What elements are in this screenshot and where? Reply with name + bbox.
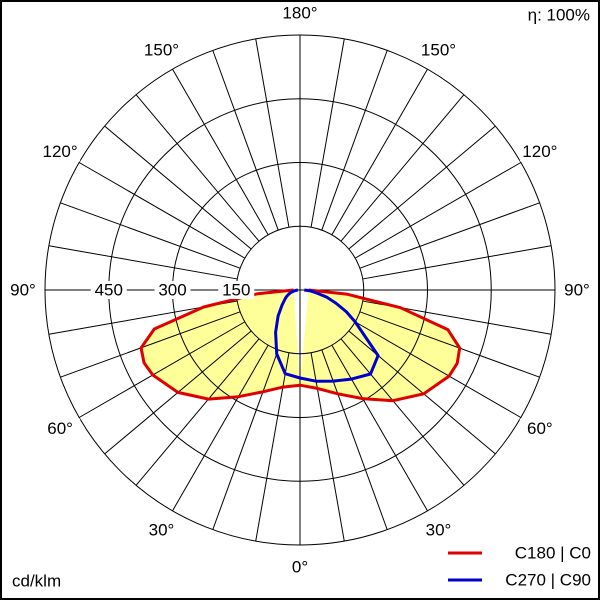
label-bg: [519, 418, 560, 439]
grid-spoke: [362, 245, 552, 280]
angle-tick-label: 90°: [564, 280, 590, 299]
label-bg: [280, 557, 320, 577]
curve: [139, 288, 301, 401]
curve: [274, 288, 301, 380]
grid-spoke: [78, 321, 246, 418]
grid-spoke: [340, 338, 465, 486]
legend-label: C270 | C90: [505, 570, 591, 589]
grid-spoke: [310, 38, 345, 228]
label-bg: [3, 280, 43, 300]
grid-spoke: [348, 330, 496, 455]
label-bg: [154, 281, 191, 299]
plot: 150 300 450 0° 30° 30° 60° 60° 90° 90° 120° 120° 150…: [3, 3, 597, 577]
grid-spoke: [104, 125, 252, 250]
legend-label: C180 | C0: [515, 543, 591, 562]
label-bg: [557, 280, 597, 300]
angle-tick-label: 90°: [10, 280, 36, 299]
label-bg: [40, 141, 81, 162]
angle-tick-label: 30°: [426, 520, 452, 539]
label-bg: [280, 3, 320, 23]
grid-spoke: [340, 94, 465, 242]
unit-label: cd/klm: [12, 571, 61, 590]
r-tick-label: 450: [95, 280, 123, 299]
label-bg: [218, 281, 255, 299]
label-bg: [141, 40, 182, 61]
angle-tick-label: 60°: [527, 419, 553, 438]
grid-spoke: [135, 338, 260, 486]
r-tick-label: 300: [158, 280, 186, 299]
label-bg: [40, 418, 81, 439]
label-bg: [90, 281, 127, 299]
grid-spoke: [172, 68, 269, 236]
grid-spoke: [212, 349, 279, 530]
angle-tick-label: 0°: [292, 557, 308, 576]
grid-spoke: [255, 38, 290, 228]
label-bg: [519, 141, 560, 162]
angle-tick-label: 180°: [282, 3, 317, 22]
grid-spoke: [348, 125, 496, 250]
grid-spoke: [321, 50, 388, 231]
efficiency-label: η: 100%: [528, 5, 590, 24]
grid-spoke: [212, 50, 279, 231]
grid-spoke: [331, 68, 428, 236]
grid-spoke: [359, 311, 540, 378]
angle-tick-label: 30°: [149, 520, 175, 539]
label-bg: [418, 519, 459, 540]
grid-spoke: [354, 321, 522, 418]
angle-tick-label: 150°: [144, 41, 179, 60]
angle-tick-label: 150°: [421, 41, 456, 60]
grid-spoke: [60, 311, 241, 378]
grid-spoke: [354, 162, 522, 259]
curve: [299, 288, 380, 383]
grid-spoke: [359, 202, 540, 269]
grid-spoke: [135, 94, 260, 242]
r-tick-label: 150: [222, 280, 250, 299]
grid-spoke: [255, 352, 290, 542]
angle-tick-label: 120°: [43, 142, 78, 161]
grid-spoke: [331, 344, 428, 512]
label-bg: [418, 40, 459, 61]
angle-tick-label: 120°: [522, 142, 557, 161]
grid-spoke: [78, 162, 246, 259]
grid-spoke: [60, 202, 241, 269]
grid-spoke: [310, 352, 345, 542]
angle-tick-label: 60°: [47, 419, 73, 438]
grid-spoke: [172, 344, 269, 512]
label-bg: [141, 519, 182, 540]
curve: [299, 288, 462, 403]
grid-spoke: [48, 245, 238, 280]
